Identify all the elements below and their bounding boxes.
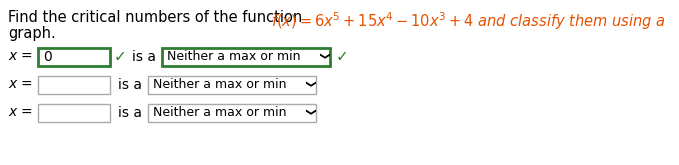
Text: ✓: ✓	[114, 50, 127, 65]
FancyBboxPatch shape	[38, 104, 110, 122]
Text: ❯: ❯	[304, 108, 314, 116]
Text: ❯: ❯	[304, 80, 314, 88]
Text: is a: is a	[118, 78, 142, 92]
FancyBboxPatch shape	[148, 104, 316, 122]
Text: 0: 0	[43, 50, 52, 64]
Text: $f(x) = 6x^5 + 15x^4 - 10x^3 + 4$ and classify them using a: $f(x) = 6x^5 + 15x^4 - 10x^3 + 4$ and cl…	[271, 10, 665, 32]
Text: graph.: graph.	[8, 26, 56, 41]
Text: $x$ =: $x$ =	[8, 77, 33, 91]
Text: ❯: ❯	[318, 52, 328, 60]
FancyBboxPatch shape	[38, 76, 110, 94]
Text: is a: is a	[132, 50, 156, 64]
Text: Find the critical numbers of the function: Find the critical numbers of the functio…	[8, 10, 307, 25]
Text: ✓: ✓	[336, 50, 349, 65]
Text: Neither a max or min: Neither a max or min	[167, 50, 301, 64]
FancyBboxPatch shape	[38, 48, 110, 66]
FancyBboxPatch shape	[162, 48, 330, 66]
Text: $x$ =: $x$ =	[8, 49, 33, 63]
Text: $x$ =: $x$ =	[8, 105, 33, 119]
Text: is a: is a	[118, 106, 142, 120]
Text: Neither a max or min: Neither a max or min	[153, 106, 287, 119]
Text: Neither a max or min: Neither a max or min	[153, 79, 287, 92]
FancyBboxPatch shape	[148, 76, 316, 94]
